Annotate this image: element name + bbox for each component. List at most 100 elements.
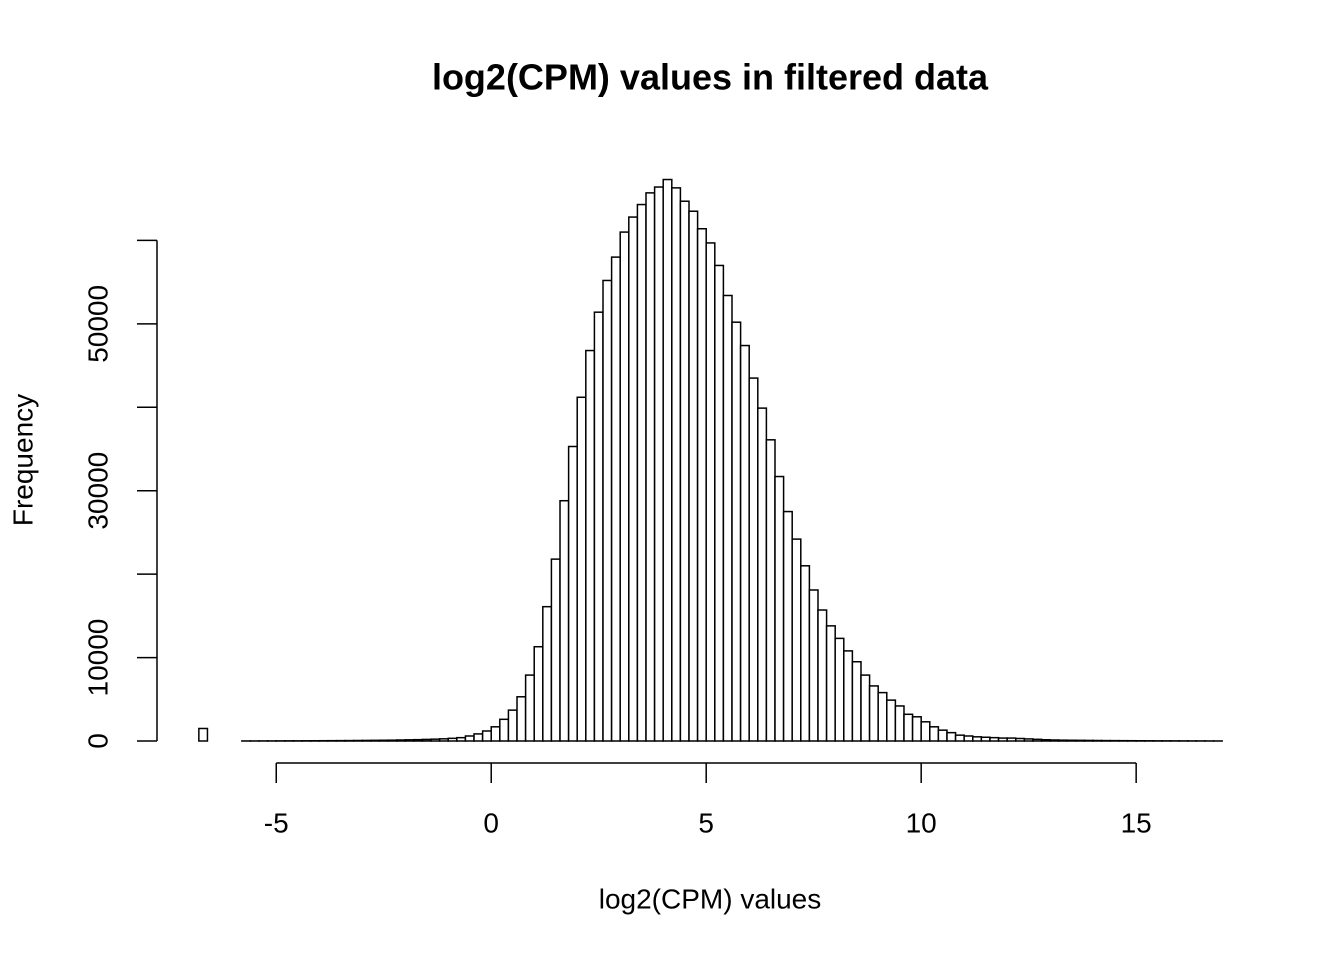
bar <box>585 349 596 742</box>
bar <box>481 730 492 742</box>
y-tick-label: 0 <box>82 733 113 749</box>
bar <box>825 625 836 742</box>
bar <box>653 186 664 742</box>
bar <box>610 256 621 742</box>
bar <box>662 178 673 742</box>
bar <box>395 739 406 742</box>
bar <box>851 660 862 742</box>
bar <box>903 713 914 742</box>
bar <box>473 733 484 742</box>
bar <box>1023 738 1034 742</box>
bar <box>593 311 604 742</box>
bar <box>430 738 441 742</box>
bar <box>929 726 940 742</box>
bar <box>370 739 381 742</box>
bar <box>567 445 578 742</box>
bar <box>387 739 398 742</box>
x-tick-label: 15 <box>1121 807 1152 838</box>
bar <box>688 210 699 742</box>
bar <box>1092 739 1103 742</box>
bar <box>963 735 974 742</box>
bar <box>1083 739 1094 742</box>
bar <box>671 187 682 742</box>
bar <box>920 721 931 742</box>
bar <box>808 589 819 742</box>
bar <box>1032 738 1043 742</box>
bar <box>1015 737 1026 742</box>
bar <box>1049 739 1060 742</box>
bar <box>524 674 535 742</box>
bar <box>542 605 553 742</box>
bar <box>739 344 750 742</box>
bar <box>765 439 776 742</box>
bar <box>645 192 656 742</box>
bar <box>679 200 690 742</box>
bar <box>860 674 871 742</box>
bar <box>602 279 613 742</box>
bar <box>817 609 828 742</box>
bar <box>980 736 991 742</box>
bar <box>705 242 716 742</box>
bar <box>894 705 905 742</box>
bar <box>628 216 639 742</box>
bar <box>714 264 725 742</box>
y-tick-label: 50000 <box>82 285 113 363</box>
bar <box>731 321 742 742</box>
bar <box>421 738 432 742</box>
bar <box>954 734 965 742</box>
bar <box>413 738 424 742</box>
bar <box>791 538 802 742</box>
bar <box>499 718 510 742</box>
bar <box>636 203 647 742</box>
bar <box>774 475 785 742</box>
x-axis-label: log2(CPM) values <box>599 883 822 914</box>
bar <box>834 637 845 742</box>
bar <box>937 729 948 742</box>
bar <box>696 227 707 742</box>
bar <box>722 294 733 742</box>
y-tick-label: 30000 <box>82 452 113 530</box>
bar <box>447 737 458 742</box>
x-tick-label: -5 <box>264 807 289 838</box>
bar <box>352 739 363 742</box>
bar <box>576 396 587 742</box>
bar <box>843 650 854 742</box>
bar <box>438 738 449 742</box>
x-tick-label: 10 <box>906 807 937 838</box>
bar <box>378 739 389 742</box>
bar <box>886 699 897 742</box>
x-tick-label: 5 <box>698 807 714 838</box>
bar <box>748 377 759 742</box>
x-tick-label: 0 <box>483 807 499 838</box>
chart-title: log2(CPM) values in filtered data <box>432 57 989 98</box>
bar <box>877 691 888 742</box>
bar <box>456 736 467 742</box>
bar <box>1058 739 1069 742</box>
bar <box>404 739 415 742</box>
bar <box>757 407 768 742</box>
bar <box>972 736 983 742</box>
bar <box>533 645 544 742</box>
bar <box>782 510 793 742</box>
bar <box>997 737 1008 742</box>
bar <box>198 727 209 742</box>
bar <box>989 736 1000 742</box>
bar <box>490 726 501 742</box>
y-tick-label: 10000 <box>82 619 113 697</box>
y-axis-label: Frequency <box>7 394 38 526</box>
bar <box>1075 739 1086 742</box>
bar <box>1066 739 1077 742</box>
bar <box>464 735 475 742</box>
bar <box>361 739 372 742</box>
bar <box>619 231 630 742</box>
bar <box>550 558 561 742</box>
bar <box>1040 738 1051 742</box>
bar <box>516 696 527 742</box>
bar <box>1006 737 1017 742</box>
bar <box>868 685 879 742</box>
bar <box>800 565 811 742</box>
bar <box>559 499 570 742</box>
bar <box>507 709 518 742</box>
bar <box>911 716 922 742</box>
